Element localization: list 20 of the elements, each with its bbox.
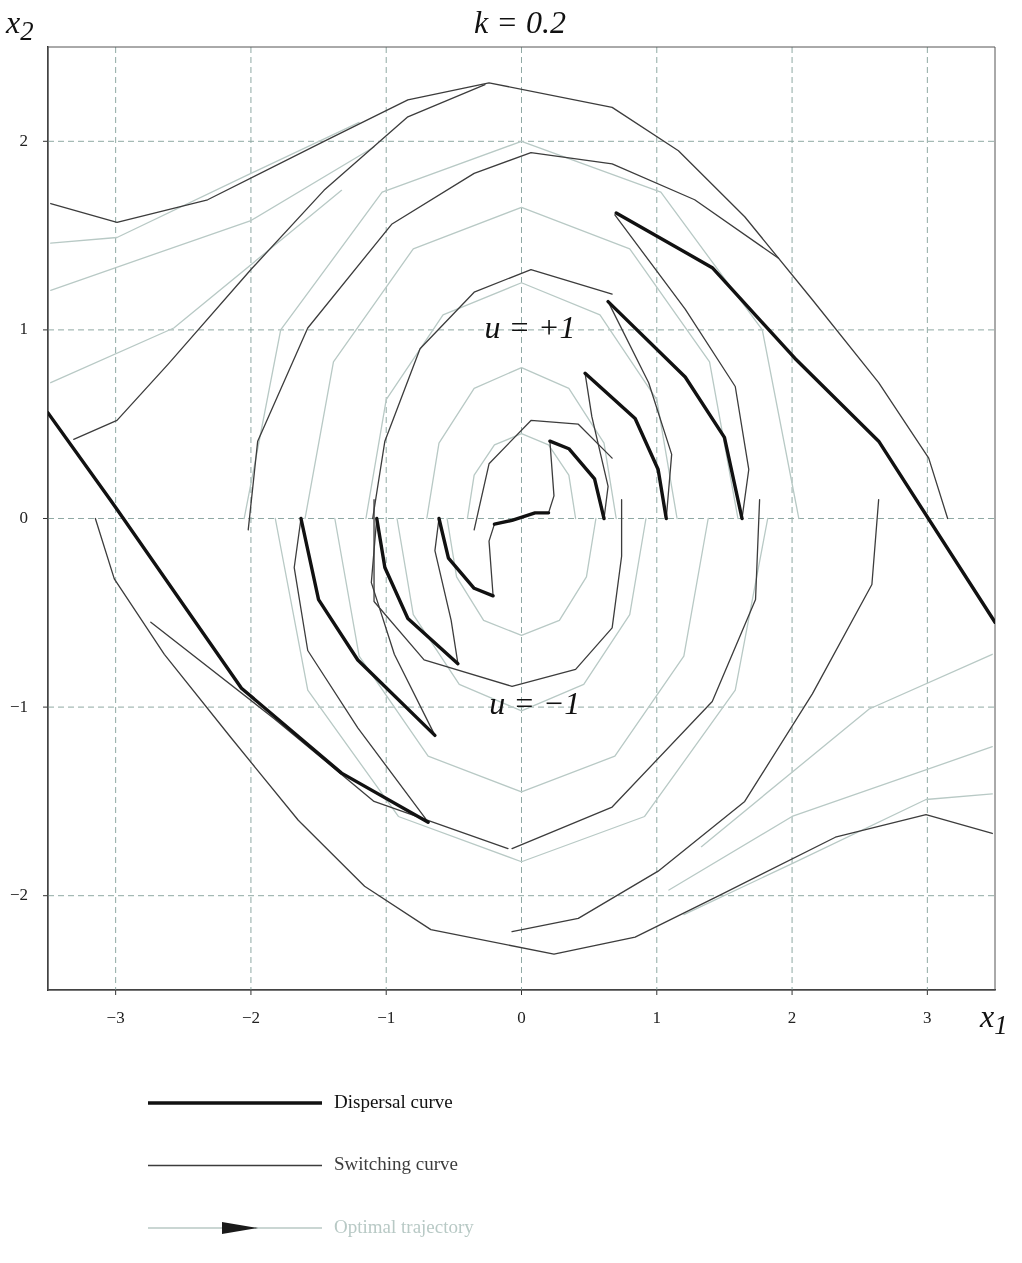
x-tick-label: 3 bbox=[923, 1007, 932, 1027]
x-tick-label: −3 bbox=[106, 1007, 125, 1027]
x-tick-label: 0 bbox=[517, 1007, 526, 1027]
x-tick-label: −2 bbox=[241, 1007, 260, 1027]
annotation: u = −1 bbox=[489, 684, 581, 721]
y-tick-label: −2 bbox=[9, 885, 28, 905]
y-axis-title: x$_{2}$ bbox=[6, 4, 34, 47]
y-tick-label: 0 bbox=[19, 507, 28, 527]
x-tick-label: 1 bbox=[652, 1007, 662, 1027]
x-axis-title: x$_{1}$ bbox=[980, 998, 1008, 1041]
x-tick-label: −1 bbox=[377, 1007, 396, 1027]
y-tick-label: 2 bbox=[19, 130, 28, 150]
x-tick-label: 2 bbox=[787, 1007, 797, 1027]
y-tick-label: 1 bbox=[19, 319, 28, 339]
text: Switching curve bbox=[334, 1153, 459, 1175]
y-tick-label: −1 bbox=[9, 696, 28, 716]
text: Dispersal curve bbox=[334, 1090, 453, 1112]
chart-title: k = 0.2 bbox=[474, 4, 566, 40]
annotation: u = +1 bbox=[484, 309, 576, 346]
text: Optimal trajectory bbox=[334, 1215, 475, 1237]
